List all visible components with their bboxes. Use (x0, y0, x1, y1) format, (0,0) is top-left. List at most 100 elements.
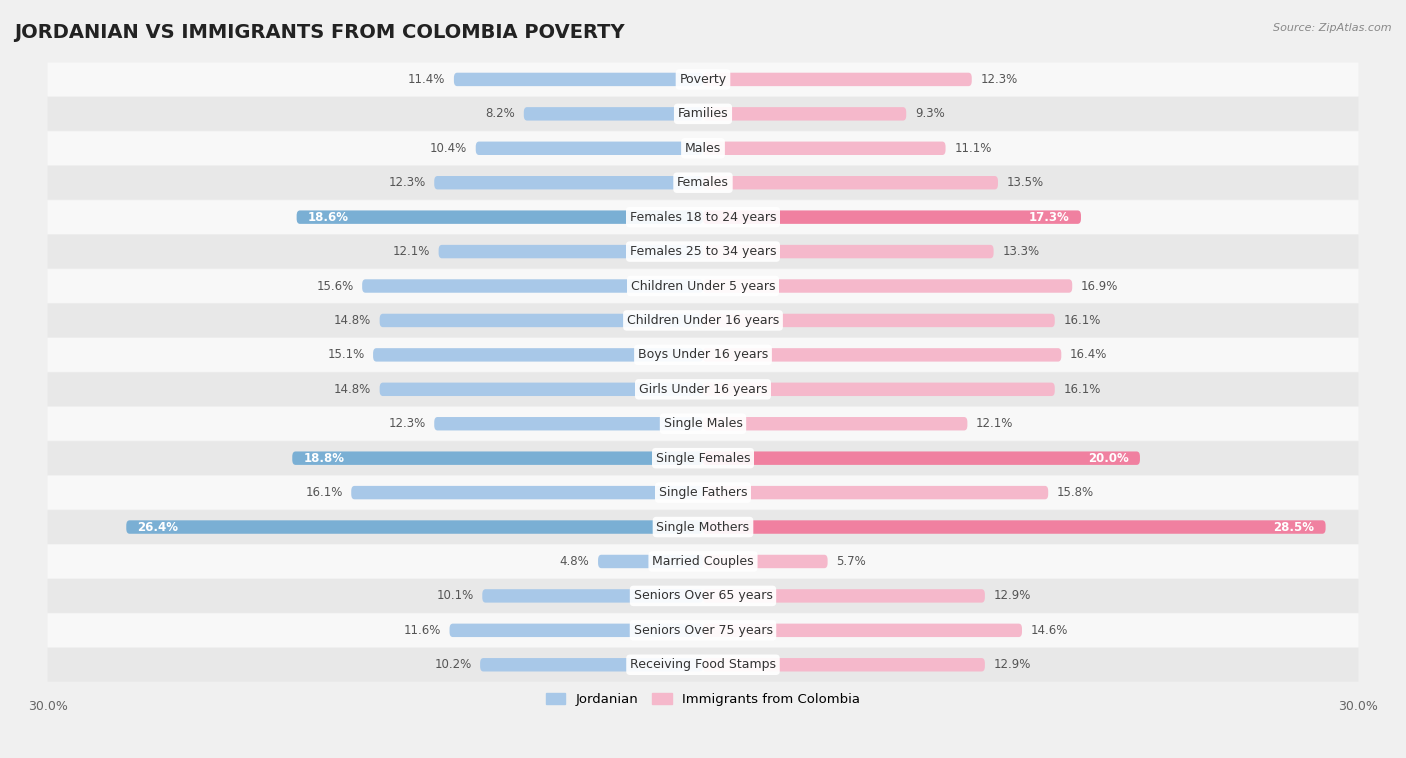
Text: Males: Males (685, 142, 721, 155)
FancyBboxPatch shape (48, 407, 1358, 440)
FancyBboxPatch shape (703, 73, 972, 86)
Text: Single Males: Single Males (664, 417, 742, 431)
Text: 12.3%: 12.3% (388, 417, 426, 431)
FancyBboxPatch shape (48, 97, 1358, 130)
Text: 14.8%: 14.8% (333, 314, 371, 327)
Text: 11.6%: 11.6% (404, 624, 441, 637)
Text: 4.8%: 4.8% (560, 555, 589, 568)
Text: Single Mothers: Single Mothers (657, 521, 749, 534)
Text: Poverty: Poverty (679, 73, 727, 86)
Text: Seniors Over 75 years: Seniors Over 75 years (634, 624, 772, 637)
FancyBboxPatch shape (48, 476, 1358, 509)
Text: 12.3%: 12.3% (388, 176, 426, 190)
Text: 10.4%: 10.4% (430, 142, 467, 155)
FancyBboxPatch shape (48, 613, 1358, 647)
FancyBboxPatch shape (48, 441, 1358, 475)
FancyBboxPatch shape (127, 520, 703, 534)
FancyBboxPatch shape (48, 166, 1358, 199)
FancyBboxPatch shape (703, 658, 984, 672)
FancyBboxPatch shape (703, 142, 946, 155)
Text: 13.5%: 13.5% (1007, 176, 1043, 190)
FancyBboxPatch shape (703, 245, 994, 258)
FancyBboxPatch shape (475, 142, 703, 155)
Text: Boys Under 16 years: Boys Under 16 years (638, 349, 768, 362)
Text: 16.1%: 16.1% (1063, 314, 1101, 327)
Text: 20.0%: 20.0% (1088, 452, 1129, 465)
FancyBboxPatch shape (48, 372, 1358, 406)
Text: Source: ZipAtlas.com: Source: ZipAtlas.com (1274, 23, 1392, 33)
Text: 14.8%: 14.8% (333, 383, 371, 396)
FancyBboxPatch shape (297, 211, 703, 224)
FancyBboxPatch shape (48, 510, 1358, 544)
Text: Families: Families (678, 108, 728, 121)
Text: Females 25 to 34 years: Females 25 to 34 years (630, 245, 776, 258)
FancyBboxPatch shape (48, 131, 1358, 165)
Text: Females: Females (678, 176, 728, 190)
FancyBboxPatch shape (48, 303, 1358, 337)
FancyBboxPatch shape (703, 589, 984, 603)
FancyBboxPatch shape (439, 245, 703, 258)
FancyBboxPatch shape (48, 269, 1358, 303)
FancyBboxPatch shape (703, 417, 967, 431)
FancyBboxPatch shape (454, 73, 703, 86)
FancyBboxPatch shape (703, 624, 1022, 637)
Text: Seniors Over 65 years: Seniors Over 65 years (634, 590, 772, 603)
FancyBboxPatch shape (373, 348, 703, 362)
Text: 17.3%: 17.3% (1029, 211, 1070, 224)
Text: Children Under 5 years: Children Under 5 years (631, 280, 775, 293)
FancyBboxPatch shape (703, 486, 1049, 500)
Text: 13.3%: 13.3% (1002, 245, 1039, 258)
FancyBboxPatch shape (703, 176, 998, 190)
Text: Married Couples: Married Couples (652, 555, 754, 568)
FancyBboxPatch shape (48, 63, 1358, 96)
Text: Single Fathers: Single Fathers (659, 486, 747, 499)
FancyBboxPatch shape (703, 383, 1054, 396)
FancyBboxPatch shape (482, 589, 703, 603)
FancyBboxPatch shape (703, 314, 1054, 327)
FancyBboxPatch shape (703, 452, 1140, 465)
FancyBboxPatch shape (48, 338, 1358, 371)
FancyBboxPatch shape (703, 279, 1073, 293)
Text: 16.9%: 16.9% (1081, 280, 1118, 293)
FancyBboxPatch shape (703, 348, 1062, 362)
FancyBboxPatch shape (380, 383, 703, 396)
FancyBboxPatch shape (48, 235, 1358, 268)
Text: 16.1%: 16.1% (305, 486, 343, 499)
Text: 10.2%: 10.2% (434, 658, 471, 672)
FancyBboxPatch shape (703, 107, 907, 121)
Text: 11.4%: 11.4% (408, 73, 446, 86)
FancyBboxPatch shape (703, 211, 1081, 224)
Text: 5.7%: 5.7% (837, 555, 866, 568)
Text: 9.3%: 9.3% (915, 108, 945, 121)
FancyBboxPatch shape (479, 658, 703, 672)
Text: 10.1%: 10.1% (436, 590, 474, 603)
Text: Single Females: Single Females (655, 452, 751, 465)
Text: 15.6%: 15.6% (316, 280, 353, 293)
Text: 18.6%: 18.6% (308, 211, 349, 224)
FancyBboxPatch shape (434, 417, 703, 431)
Text: JORDANIAN VS IMMIGRANTS FROM COLOMBIA POVERTY: JORDANIAN VS IMMIGRANTS FROM COLOMBIA PO… (14, 23, 624, 42)
Text: 12.1%: 12.1% (392, 245, 430, 258)
Text: 12.1%: 12.1% (976, 417, 1014, 431)
Legend: Jordanian, Immigrants from Colombia: Jordanian, Immigrants from Colombia (540, 688, 866, 712)
Text: 16.1%: 16.1% (1063, 383, 1101, 396)
FancyBboxPatch shape (380, 314, 703, 327)
Text: Children Under 16 years: Children Under 16 years (627, 314, 779, 327)
Text: 26.4%: 26.4% (138, 521, 179, 534)
Text: 16.4%: 16.4% (1070, 349, 1108, 362)
Text: 12.9%: 12.9% (994, 590, 1031, 603)
Text: 12.3%: 12.3% (980, 73, 1018, 86)
FancyBboxPatch shape (48, 648, 1358, 681)
Text: 18.8%: 18.8% (304, 452, 344, 465)
FancyBboxPatch shape (363, 279, 703, 293)
Text: Females 18 to 24 years: Females 18 to 24 years (630, 211, 776, 224)
FancyBboxPatch shape (524, 107, 703, 121)
Text: 15.1%: 15.1% (328, 349, 364, 362)
FancyBboxPatch shape (48, 200, 1358, 234)
Text: 11.1%: 11.1% (955, 142, 991, 155)
FancyBboxPatch shape (450, 624, 703, 637)
FancyBboxPatch shape (598, 555, 703, 568)
Text: 28.5%: 28.5% (1274, 521, 1315, 534)
Text: Girls Under 16 years: Girls Under 16 years (638, 383, 768, 396)
FancyBboxPatch shape (434, 176, 703, 190)
